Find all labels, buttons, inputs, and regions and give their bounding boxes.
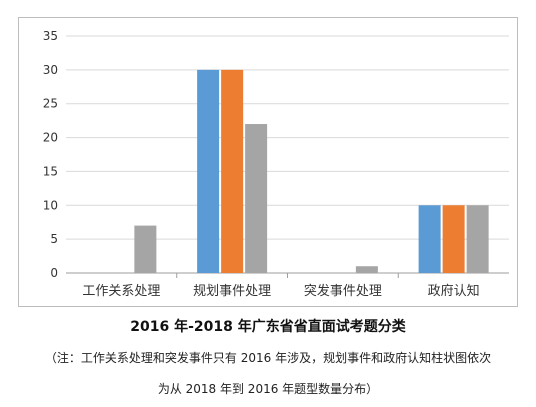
y-tick-label: 5 bbox=[50, 232, 58, 246]
chart-note-line-2: 为从 2018 年到 2016 年题型数量分布） bbox=[157, 382, 379, 396]
x-category-label: 规划事件处理 bbox=[193, 284, 271, 299]
y-tick-label: 15 bbox=[43, 164, 58, 178]
chart-title: 2016 年-2018 年广东省省直面试考题分类 bbox=[130, 319, 406, 335]
y-tick-label: 25 bbox=[43, 97, 58, 111]
bar bbox=[418, 205, 441, 273]
y-tick-label: 10 bbox=[43, 198, 58, 212]
x-category-label: 政府认知 bbox=[428, 283, 480, 299]
bar bbox=[221, 69, 244, 273]
bar-chart: 0 5 10 15 20 25 30 35 工作关系处理 规划事件处理 突发事件处理 政府认知 bbox=[43, 29, 509, 299]
x-category-label: 工作关系处理 bbox=[82, 284, 160, 299]
y-tick-label: 0 bbox=[50, 266, 58, 280]
bar bbox=[197, 69, 220, 273]
y-tick-label: 20 bbox=[43, 131, 58, 145]
bar bbox=[134, 225, 157, 273]
bar bbox=[245, 124, 268, 274]
y-tick-label: 30 bbox=[43, 63, 58, 77]
chart-note-line-1: （注：工作关系处理和突发事件只有 2016 年涉及，规划事件和政府认知柱状图依次 bbox=[44, 351, 492, 365]
bar bbox=[466, 205, 489, 273]
chart-frame: 0 5 10 15 20 25 30 35 工作关系处理 规划事件处理 突发事件处理 政府认知 bbox=[18, 17, 518, 307]
y-tick-label: 35 bbox=[43, 29, 58, 43]
bar bbox=[442, 205, 465, 273]
bar bbox=[355, 266, 378, 273]
x-category-label: 突发事件处理 bbox=[304, 283, 382, 299]
